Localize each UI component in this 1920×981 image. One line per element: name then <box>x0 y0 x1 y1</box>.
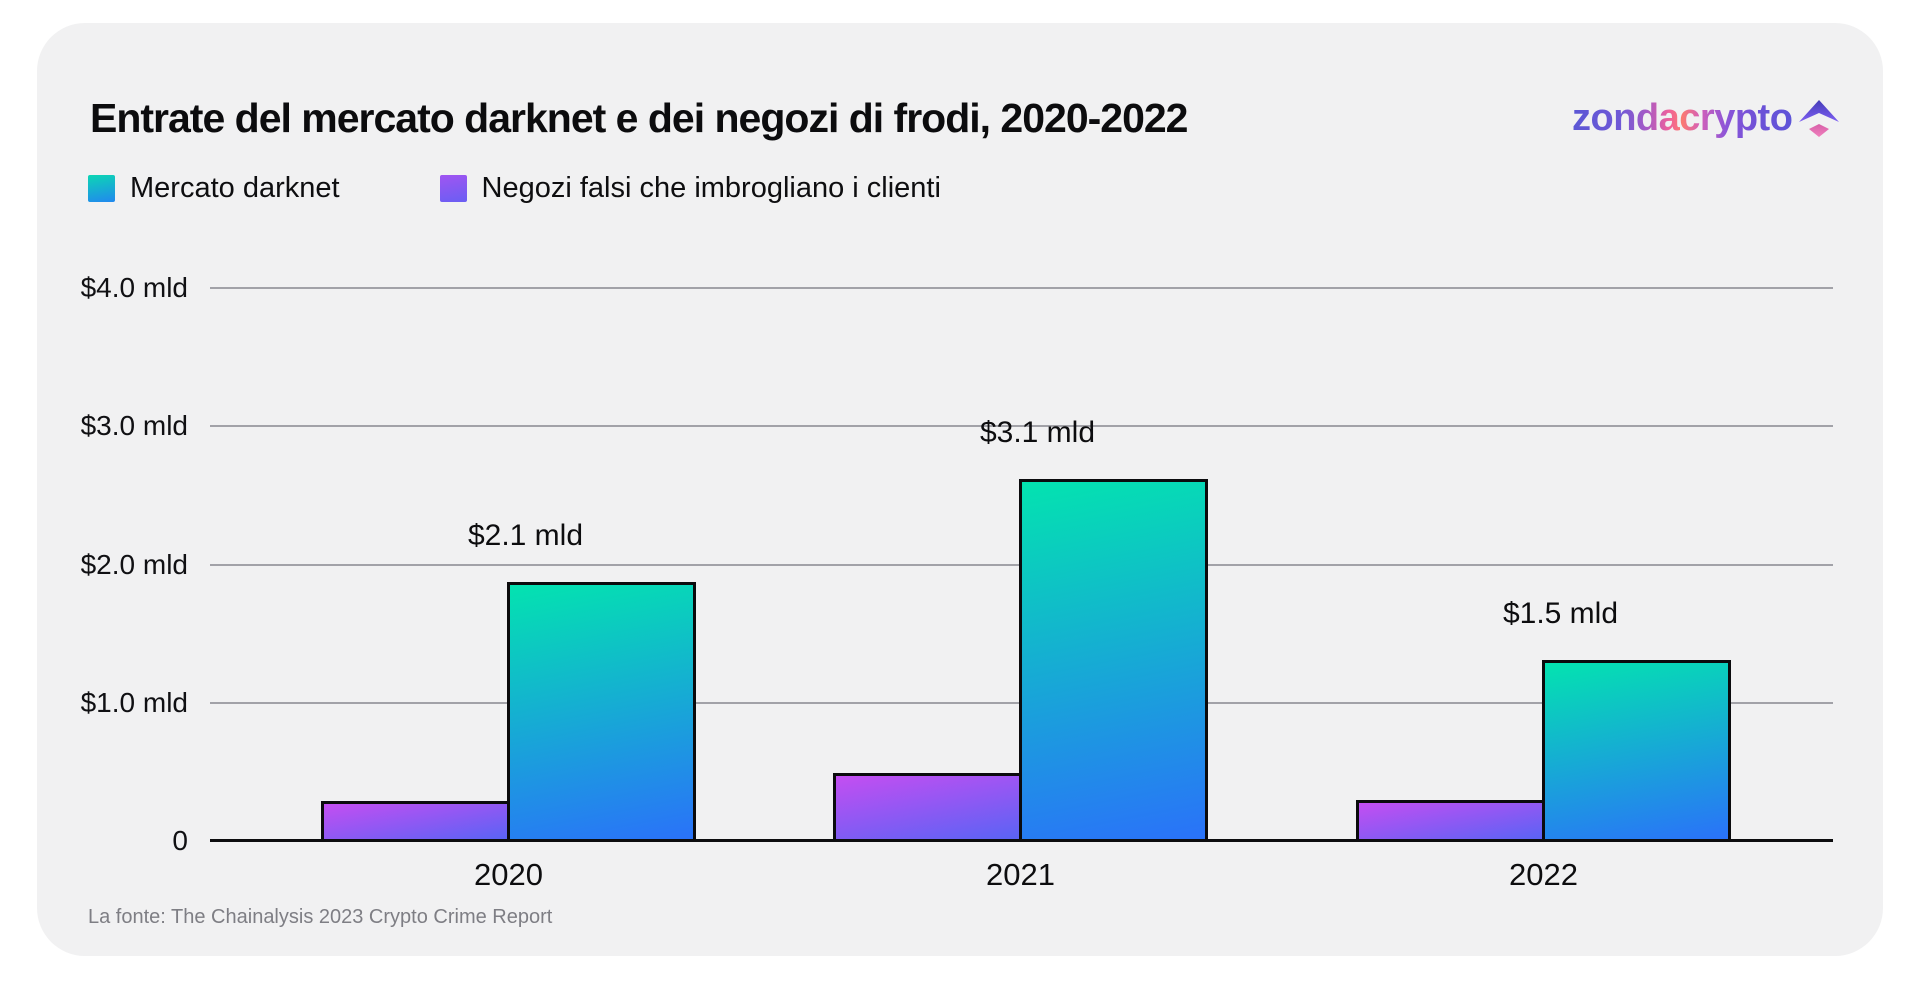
brand-logo: zondacrypto <box>1572 97 1840 140</box>
legend-swatch-darknet <box>88 175 115 202</box>
legend-swatch-fraud-shops <box>439 175 467 202</box>
brand-tree-icon <box>1799 99 1840 137</box>
legend-label-darknet: Mercato darknet <box>130 172 340 204</box>
y-axis-tick-label: 0 <box>172 825 188 856</box>
x-axis-label-2021: 2021 <box>986 857 1055 892</box>
bar-value-label-2020: $2.1 mld <box>467 519 584 553</box>
bar-fraud-shops-2022 <box>1356 799 1545 842</box>
bar-value-label-2022: $1.5 mld <box>1502 596 1619 630</box>
bar-darknet-2021 <box>1019 478 1208 842</box>
chart-title: Entrate del mercato darknet e dei negozi… <box>90 95 1188 141</box>
gridline <box>210 287 1833 289</box>
y-axis-tick-label: $1.0 mld <box>80 686 188 718</box>
bar-darknet-2020 <box>507 582 696 842</box>
bar-fraud-shops-2021 <box>833 773 1022 842</box>
x-axis-label-2020: 2020 <box>474 857 543 892</box>
legend-label-fraud-shops: Negozi falsi che imbrogliano i clienti <box>481 172 941 204</box>
y-axis-tick-label: $2.0 mld <box>80 548 188 580</box>
bar-fraud-shops-2020 <box>321 800 510 842</box>
x-axis-label-2022: 2022 <box>1509 857 1578 892</box>
brand-logo-text: zondacrypto <box>1572 97 1793 139</box>
bar-darknet-2022 <box>1542 659 1731 842</box>
gridline <box>210 425 1833 428</box>
legend: Mercato darknet Negozi falsi che imbrogl… <box>88 172 941 205</box>
x-axis-line <box>210 839 1833 842</box>
legend-item-darknet: Mercato darknet <box>88 172 340 205</box>
bar-value-label-2021: $3.1 mld <box>979 415 1096 449</box>
y-axis-tick-label: $4.0 mld <box>80 272 188 303</box>
y-axis-tick-label: $3.0 mld <box>80 410 188 442</box>
legend-item-fraud-shops: Negozi falsi che imbrogliano i clienti <box>439 172 941 205</box>
source-note: La fonte: The Chainalysis 2023 Crypto Cr… <box>88 906 553 928</box>
